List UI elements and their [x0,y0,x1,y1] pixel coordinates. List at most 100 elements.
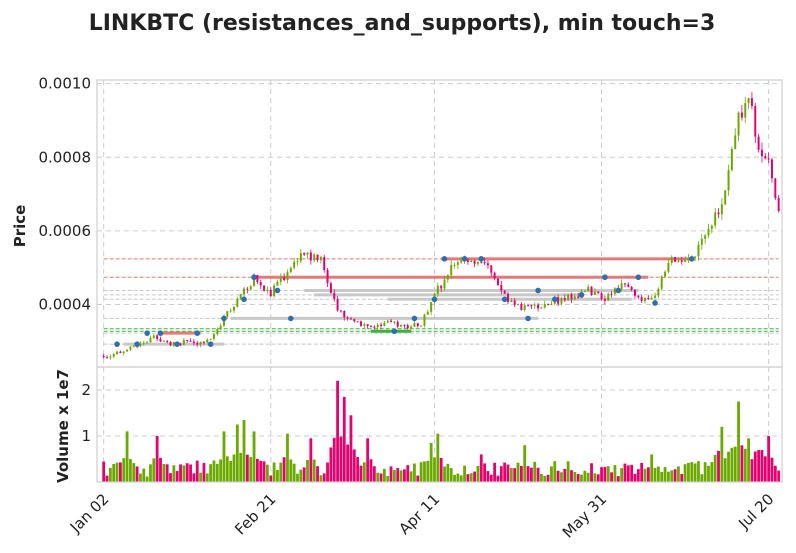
touch-point [174,341,180,347]
volume-bar [529,467,533,482]
volume-bar [185,463,189,482]
volume-bar [192,473,196,482]
volume-bar [513,468,517,482]
volume-bar [419,462,423,482]
candle-body [750,98,753,106]
candle-body [129,346,132,350]
volume-bar [105,475,109,482]
candle-body [316,254,319,261]
touch-point [461,256,468,262]
touch-point [431,296,438,303]
volume-bar [753,451,757,482]
volume-panel: 12 [81,366,783,483]
volume-bar [282,457,286,482]
candle-body [349,318,352,320]
volume-bar [379,473,383,482]
volume-panel-frame [96,366,783,483]
candle-body [627,284,630,287]
candle-body [202,341,205,343]
candle-body [466,260,469,262]
volume-bar [108,467,112,482]
volume-axis-label: Volume x 1e7 [54,369,72,483]
candle-body [633,289,636,296]
volume-bar [229,461,233,482]
volume-bar [232,454,236,482]
candle-body [279,277,282,282]
volume-bar [700,474,704,482]
volume-bar [563,468,567,482]
candle-body [139,344,142,346]
volume-bar [429,442,433,482]
candle-body [630,286,633,290]
touch-point [688,256,695,262]
candle-body [620,283,623,290]
touch-point [134,341,140,347]
candle-body [152,335,155,338]
volume-bar [616,476,620,482]
volume-bar [369,459,373,482]
volume-bar [583,470,587,482]
volume-bar [322,473,326,482]
touch-point [615,287,622,294]
volume-bar [115,462,119,482]
candle-body [179,343,182,345]
volume-bar [733,446,737,482]
candle-body [443,279,446,289]
candle-body [460,260,463,263]
volume-bar [352,449,356,482]
candle-body [333,292,336,299]
candle-body [473,260,476,264]
volume-bar [139,473,142,482]
candle-body [436,285,439,294]
touch-point [241,296,247,303]
candle-body [754,105,757,137]
volume-bar [292,463,296,482]
candle-body [490,265,493,273]
candle-body [309,252,312,261]
volume-bar [209,464,213,482]
volume-bar [707,465,710,482]
touch-point [635,274,642,281]
volume-bar [389,466,393,482]
volume-bar [740,445,744,482]
candle-body [667,263,670,272]
volume-bar [717,450,720,482]
volume-bar [483,463,487,482]
candle-body [510,300,513,302]
candle-body [486,263,489,266]
candle-body [212,334,215,339]
volume-bar [767,436,771,482]
touch-point [251,274,257,281]
candle-body [400,324,403,327]
volume-bar [286,433,289,482]
candle-body [259,282,262,286]
volume-bar [730,447,734,482]
touch-point [411,315,418,322]
candle-body [533,304,536,306]
candle-body [243,288,246,295]
candle-body [346,317,349,319]
touch-point [525,315,531,322]
candle-body [697,244,700,257]
candle-body [390,320,393,323]
volume-bar [413,463,416,482]
volume-bar [496,475,500,482]
volume-bar [636,469,640,482]
volume-bar [162,463,166,482]
volume-bar [296,473,299,482]
candle-body [700,238,703,245]
volume-bar [533,461,537,482]
volume-bar [720,426,724,482]
candle-body [496,278,499,286]
candle-body [647,297,650,300]
volume-bar [723,458,727,482]
volume-bar [603,466,607,482]
candle-body [547,303,550,305]
volume-bar [436,433,440,482]
candle-body [523,305,526,310]
touch-point [501,296,508,303]
volume-bar [466,474,470,482]
volume-bar [212,460,216,482]
candle-body [757,136,760,150]
candle-body [744,103,747,118]
